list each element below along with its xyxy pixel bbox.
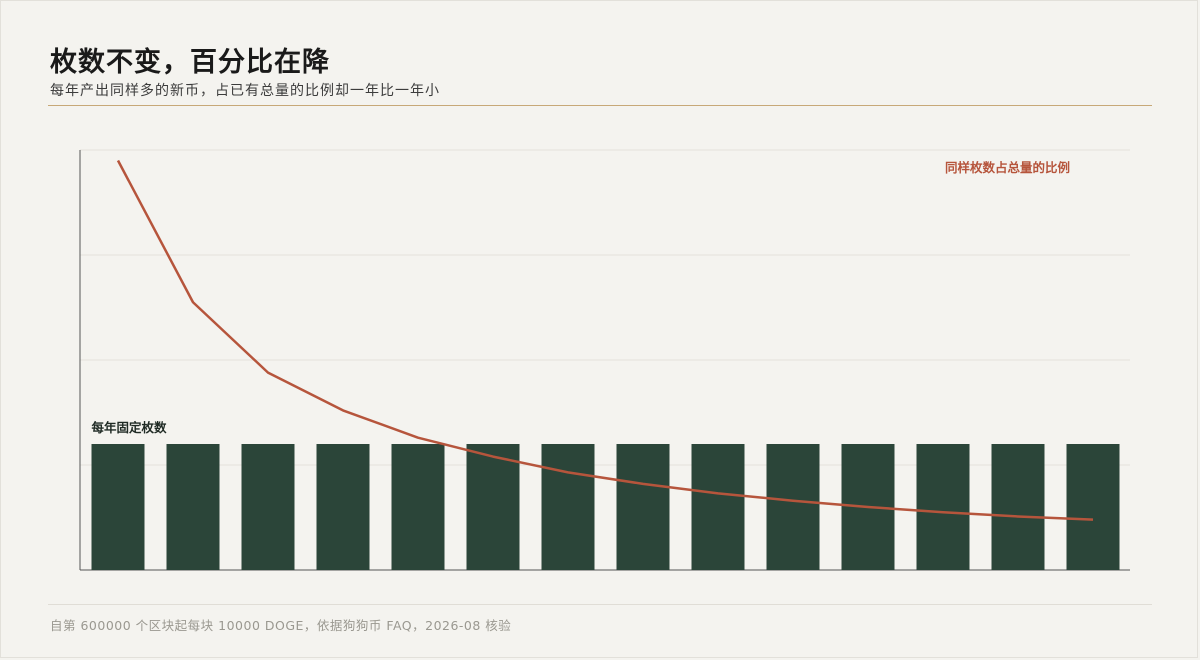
bar [391,444,445,570]
line-series-label: 同样枚数占总量的比例 [945,160,1070,175]
bar-series [91,444,1120,570]
bar-series-label: 每年固定枚数 [92,420,168,435]
line-series-path [116,159,1094,521]
bar [316,444,370,570]
bar [91,444,145,570]
bar [916,444,970,570]
source-footnote: 自第 600000 个区块起每块 10000 DOGE，依据狗狗币 FAQ，20… [50,618,512,633]
bar [466,444,520,570]
chart-title: 枚数不变，百分比在降 [50,47,330,78]
bar [541,444,595,570]
bar [616,444,670,570]
bar [1066,444,1120,570]
chart-subtitle: 每年产出同样多的新币，占已有总量的比例却一年比一年小 [50,83,440,99]
grid-lines [80,149,1130,466]
title-divider [48,105,1152,106]
bar [991,444,1045,570]
bar [766,444,820,570]
footer-divider [48,604,1152,605]
bar [241,444,295,570]
bar [166,444,220,570]
bar [691,444,745,570]
